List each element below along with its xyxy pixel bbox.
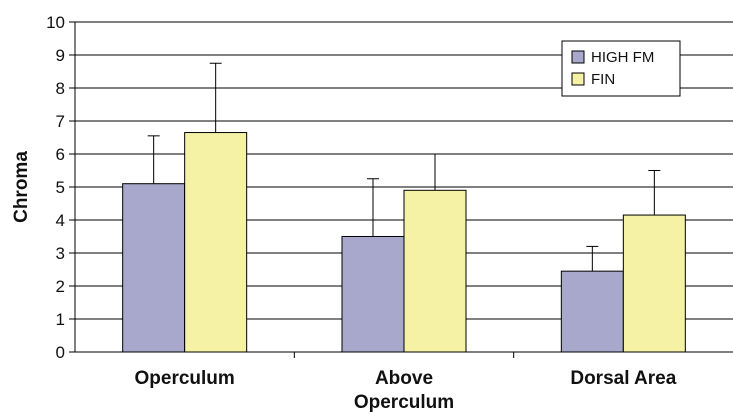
bar xyxy=(403,189,467,353)
bar xyxy=(622,214,686,353)
x-category-label: Above Operculum xyxy=(354,368,454,413)
legend-box xyxy=(561,40,681,97)
y-tick-label: 8 xyxy=(56,79,65,98)
y-tick-label: 1 xyxy=(56,310,65,329)
y-axis-title: Chroma xyxy=(11,151,32,223)
bar xyxy=(341,236,405,353)
legend-label-fin: FIN xyxy=(591,71,615,88)
y-tick-label: 4 xyxy=(56,211,65,230)
y-tick-label: 2 xyxy=(56,277,65,296)
bar xyxy=(184,132,248,353)
bar xyxy=(560,270,624,353)
x-category-label: Operculum xyxy=(135,368,235,389)
legend-label-high-fm: HIGH FM xyxy=(591,49,654,66)
y-tick-label: 10 xyxy=(46,13,65,32)
error-bars xyxy=(147,62,661,272)
x-category-labels: Operculum Above Operculum Dorsal Area xyxy=(135,368,677,413)
legend: HIGH FM FIN xyxy=(561,40,681,97)
x-category-label: Dorsal Area xyxy=(570,368,676,389)
y-tick-labels: 0 1 2 3 4 5 6 7 8 9 10 xyxy=(46,13,65,362)
bar xyxy=(122,183,186,353)
y-tick-label: 5 xyxy=(56,178,65,197)
y-tick-label: 3 xyxy=(56,244,65,263)
legend-swatch-fin xyxy=(571,72,585,86)
axes xyxy=(69,21,733,358)
y-tick-label: 0 xyxy=(56,343,65,362)
y-tick-label: 6 xyxy=(56,145,65,164)
y-tick-label: 7 xyxy=(56,112,65,131)
legend-swatch-high-fm xyxy=(571,50,585,64)
bars xyxy=(122,132,686,353)
y-tick-label: 9 xyxy=(56,46,65,65)
